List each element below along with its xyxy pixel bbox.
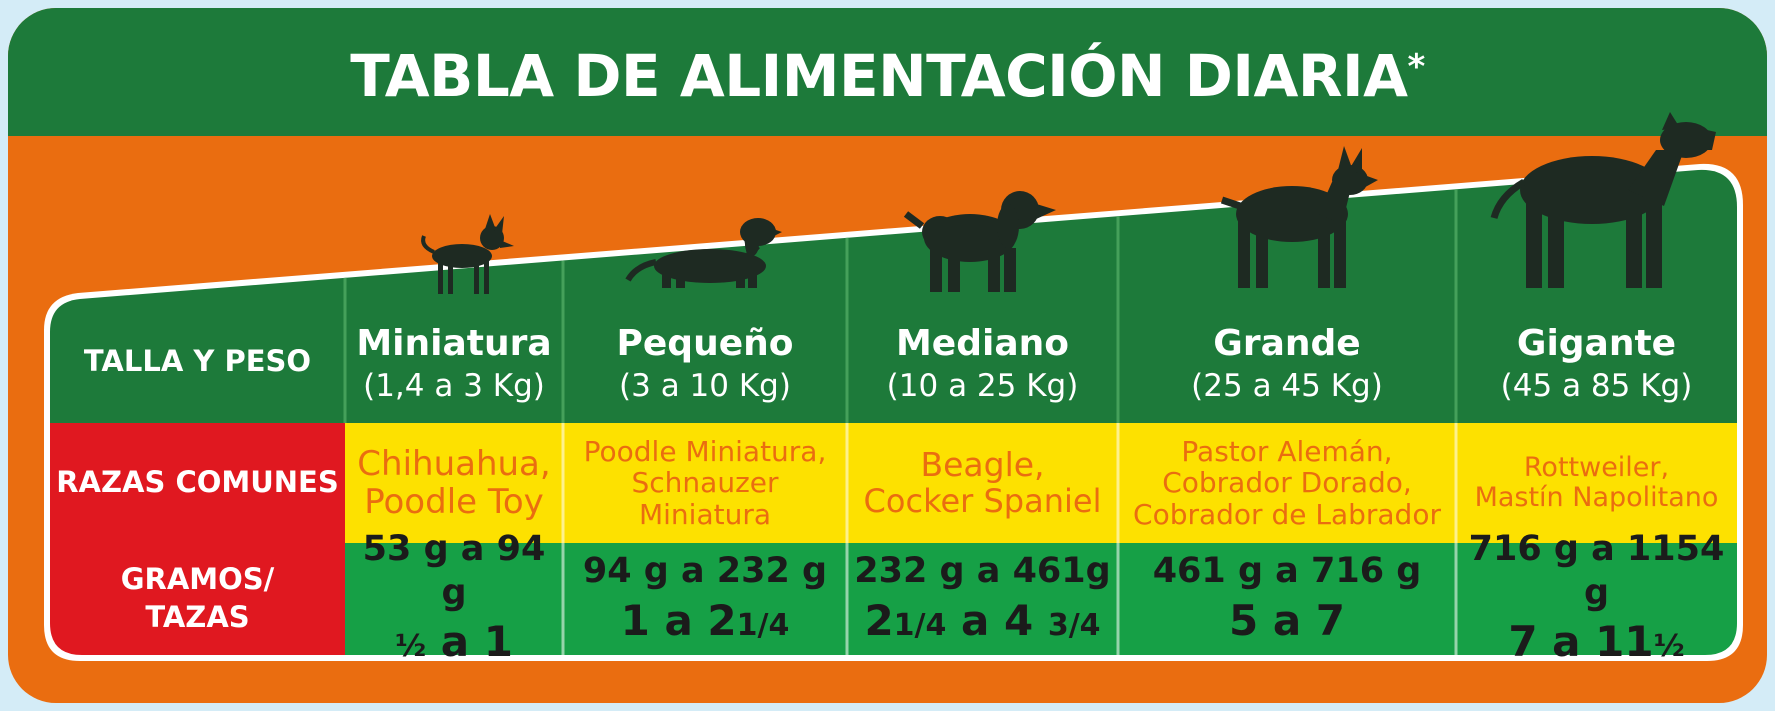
amounts-row-bg <box>345 543 1737 655</box>
cups-range: 5 a 7 <box>1229 594 1345 649</box>
title-banner: TABLA DE ALIMENTACIÓN DIARIA* <box>8 8 1767 136</box>
title-asterisk: * <box>1407 47 1426 87</box>
title-text: TABLA DE ALIMENTACIÓN DIARIA <box>350 42 1408 110</box>
dachshund-icon <box>625 218 782 288</box>
breed-line: Miniatura <box>638 497 771 531</box>
breeds-cell: Chihuahua, Poodle Toy <box>345 423 563 543</box>
breed-line: Mastín Napolitano <box>1474 482 1719 513</box>
breeds-cell: Rottweiler, Mastín Napolitano <box>1456 423 1737 543</box>
size-weight-range: (3 a 10 Kg) <box>619 367 791 404</box>
breed-line: Poodle Toy <box>364 482 544 522</box>
cups-fraction: 1/4 <box>893 607 947 643</box>
cups-fraction: ½ <box>395 629 427 665</box>
breeds-cell: Pastor Alemán, Cobrador Dorado, Cobrador… <box>1118 423 1456 543</box>
cups-text: 5 a 7 <box>1228 595 1346 645</box>
size-weight-range: (25 a 45 Kg) <box>1191 367 1383 404</box>
cups-label: TAZAS <box>145 600 250 634</box>
amount-cell: 94 g a 232 g 1 a 21/4 <box>563 543 847 655</box>
breed-line: Beagle, <box>920 444 1045 484</box>
size-name: Pequeño <box>616 322 794 364</box>
cups-range: 7 a 11½ <box>1508 615 1684 670</box>
breed-line: Pastor Alemán, <box>1181 434 1393 468</box>
cups-range: 21/4 a 4 3/4 <box>864 594 1100 649</box>
row-label-amount: GRAMOS/ TAZAS <box>50 543 345 655</box>
cups-fraction: 3/4 <box>1047 607 1101 643</box>
great-dane-icon <box>1490 112 1716 288</box>
grams-range: 94 g a 232 g <box>582 550 828 591</box>
size-header-cell: Miniatura (1,4 a 3 Kg) <box>345 305 563 423</box>
breeds-cell: Beagle, Cocker Spaniel <box>847 423 1118 543</box>
cups-text: 1 a 2 <box>620 595 737 645</box>
grams-range: 461 g a 716 g <box>1152 550 1422 591</box>
breed-line: Poodle Miniatura, <box>583 434 827 468</box>
breed-line: Cobrador de Labrador <box>1133 497 1441 531</box>
size-name: Grande <box>1213 322 1361 364</box>
breeds-cell: Poodle Miniatura, Schnauzer Miniatura <box>563 423 847 543</box>
amount-cell: 232 g a 461g 21/4 a 4 3/4 <box>847 543 1118 655</box>
cups-text: 2 <box>864 595 894 645</box>
size-header-cell: Mediano (10 a 25 Kg) <box>847 305 1118 423</box>
cups-fraction: 1/4 <box>736 607 790 643</box>
size-header-cell: Grande (25 a 45 Kg) <box>1118 305 1456 423</box>
size-header-cell: Pequeño (3 a 10 Kg) <box>563 305 847 423</box>
size-weight-label: TALLA Y PESO <box>83 343 312 378</box>
size-weight-range: (45 a 85 Kg) <box>1500 367 1693 404</box>
grams-range: 232 g a 461g <box>854 550 1111 591</box>
size-weight-range: (1,4 a 3 Kg) <box>363 367 545 404</box>
page-title: TABLA DE ALIMENTACIÓN DIARIA* <box>8 42 1767 110</box>
common-breeds-label: RAZAS COMUNES <box>56 465 339 500</box>
cups-range: ½ a 1 <box>395 615 513 670</box>
amount-cell: 461 g a 716 g 5 a 7 <box>1118 543 1456 655</box>
cups-range: 1 a 21/4 <box>621 594 790 649</box>
size-weight-range: (10 a 25 Kg) <box>886 367 1079 404</box>
column-dividers <box>343 183 1458 423</box>
breed-line: Cobrador Dorado, <box>1162 466 1412 500</box>
doberman-icon <box>1220 146 1378 288</box>
cups-text: a 4 <box>946 595 1048 645</box>
breed-line: Chihuahua, <box>357 443 551 484</box>
breed-line: Rottweiler, <box>1523 451 1670 483</box>
amount-cell: 716 g a 1154 g 7 a 11½ <box>1456 529 1737 667</box>
grams-range: 716 g a 1154 g <box>1468 528 1725 613</box>
label-column-bg <box>50 423 345 655</box>
breeds-row-bg <box>345 423 1737 543</box>
breed-line: Cocker Spaniel <box>863 481 1102 520</box>
grams-label: GRAMOS/ <box>120 562 275 597</box>
spaniel-icon <box>903 191 1056 292</box>
grams-range: 53 g a 94 g <box>362 528 546 613</box>
cups-text: 7 a 11 <box>1508 617 1654 667</box>
size-name: Miniatura <box>356 322 552 364</box>
size-header-cell: Gigante (45 a 85 Kg) <box>1456 305 1737 423</box>
cups-text: a 1 <box>426 617 513 667</box>
cups-fraction: ½ <box>1653 629 1685 665</box>
row-label-size: TALLA Y PESO <box>50 300 345 423</box>
chihuahua-icon <box>421 214 514 294</box>
size-name: Gigante <box>1516 322 1677 364</box>
amount-cell: 53 g a 94 g ½ a 1 <box>345 529 563 667</box>
breed-line: Schnauzer <box>631 466 779 500</box>
row-label-breeds: RAZAS COMUNES <box>50 423 345 543</box>
size-name: Mediano <box>895 322 1069 364</box>
